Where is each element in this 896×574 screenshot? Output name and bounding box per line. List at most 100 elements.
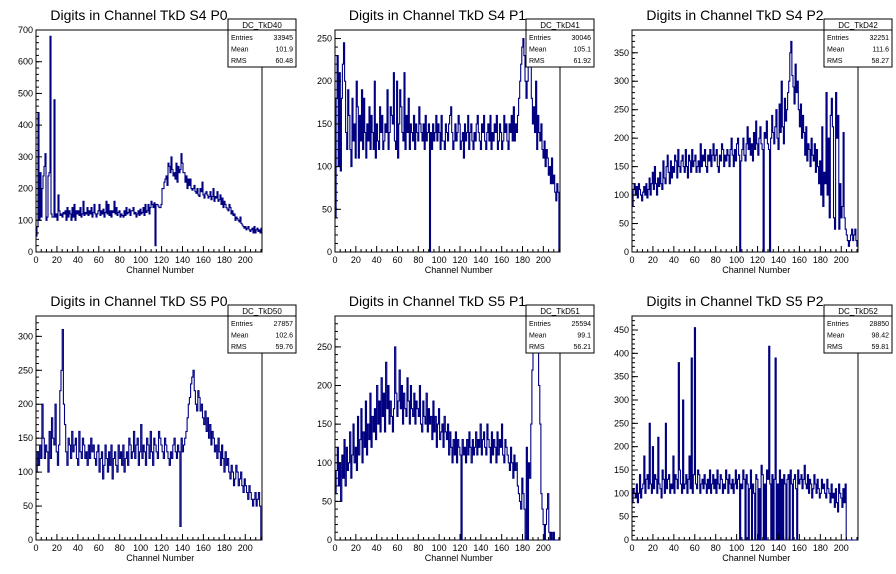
x-tick-label: 160 <box>792 543 807 553</box>
stats-box-frame <box>823 304 893 354</box>
x-tick-label: 200 <box>238 543 253 553</box>
y-tick-label: 600 <box>18 57 33 67</box>
y-tick-label: 250 <box>614 418 629 428</box>
y-tick-label: 350 <box>614 372 629 382</box>
stats-value-entries: 28850 <box>870 321 890 328</box>
stats-name: DC_TkD42 <box>838 21 878 30</box>
x-tick-label: 40 <box>669 255 679 265</box>
stats-label-mean: Mean <box>529 47 547 54</box>
stats-label-rms: RMS <box>827 58 843 65</box>
x-tick-label: 20 <box>52 255 62 265</box>
histogram-series <box>335 315 560 541</box>
x-tick-label: 160 <box>196 543 211 553</box>
x-tick-label: 180 <box>515 543 530 553</box>
stats-value-mean: 99.1 <box>577 333 591 340</box>
x-tick-label: 100 <box>133 543 148 553</box>
x-tick-label: 160 <box>494 543 509 553</box>
y-tick-label: 200 <box>317 381 332 391</box>
stats-label-mean: Mean <box>231 333 249 340</box>
x-tick-label: 40 <box>372 255 382 265</box>
y-tick-label: 150 <box>614 465 629 475</box>
x-tick-label: 100 <box>432 543 447 553</box>
y-tick-label: 450 <box>614 325 629 335</box>
chart-title: Digits in Channel TkD S5 P2 <box>646 293 823 309</box>
y-tick-label: 200 <box>317 76 332 86</box>
y-tick-label: 250 <box>317 342 332 352</box>
x-tick-label: 0 <box>332 255 337 265</box>
x-tick-label: 140 <box>473 543 488 553</box>
histogram-series <box>36 35 262 247</box>
x-tick-label: 0 <box>33 255 38 265</box>
y-tick-label: 100 <box>18 467 33 477</box>
stats-value-rms: 60.48 <box>275 58 293 65</box>
y-tick-label: 200 <box>18 184 33 194</box>
x-tick-label: 60 <box>690 255 700 265</box>
y-tick-label: 250 <box>18 365 33 375</box>
x-tick-label: 40 <box>73 543 83 553</box>
stats-box: DC_TkD52 Entries 28850 Mean 98.42 RMS 59.81 <box>823 304 893 354</box>
chart-title: Digits in Channel TkD S5 P0 <box>50 293 227 309</box>
x-tick-label: 40 <box>372 543 382 553</box>
x-tick-label: 60 <box>690 543 700 553</box>
x-tick-label: 100 <box>432 255 447 265</box>
stats-value-rms: 58.27 <box>871 58 889 65</box>
y-tick-label: 150 <box>18 433 33 443</box>
x-tick-label: 0 <box>33 543 38 553</box>
x-tick-label: 0 <box>629 255 634 265</box>
stats-box: DC_TkD41 Entries 30046 Mean 105.1 RMS 61.92 <box>525 18 595 68</box>
y-tick-label: 50 <box>23 501 33 511</box>
chart-title: Digits in Channel TkD S4 P2 <box>646 7 823 23</box>
stats-label-entries: Entries <box>231 35 253 42</box>
plot-frame <box>631 29 859 253</box>
stats-label-mean: Mean <box>827 333 845 340</box>
y-tick-label: 300 <box>614 395 629 405</box>
stats-box: DC_TkD42 Entries 32251 Mean 111.6 RMS 58.27 <box>823 18 893 68</box>
stats-label-rms: RMS <box>827 344 843 351</box>
x-tick-label: 100 <box>729 543 744 553</box>
x-tick-label: 20 <box>52 543 62 553</box>
plot-frame <box>334 315 561 541</box>
x-tick-label: 200 <box>536 543 551 553</box>
histogram-panel-3: Digits in Channel TkD S5 P0 0 20 40 60 80 100 1… <box>18 293 297 563</box>
y-tick-label: 700 <box>18 25 33 35</box>
y-tick-label: 200 <box>614 133 629 143</box>
stats-box-frame <box>525 18 595 68</box>
stats-box: DC_TkD51 Entries 25594 Mean 99.1 RMS 56.21 <box>525 304 595 354</box>
histogram-series <box>632 327 858 541</box>
x-tick-label: 160 <box>196 255 211 265</box>
x-axis-label: Channel Number <box>722 553 790 563</box>
x-tick-label: 80 <box>115 543 125 553</box>
stats-box-frame <box>525 304 595 354</box>
stats-value-mean: 105.1 <box>573 47 591 54</box>
y-tick-label: 300 <box>614 76 629 86</box>
y-tick-label-zero: 0 <box>624 247 629 257</box>
y-tick-label: 250 <box>317 34 332 44</box>
x-axis-label: Channel Number <box>126 553 194 563</box>
histogram-panel-4: Digits in Channel TkD S5 P1 0 20 40 60 80 100 1… <box>317 293 595 563</box>
stats-value-entries: 25594 <box>572 321 592 328</box>
x-tick-label: 0 <box>629 543 634 553</box>
chart-title: Digits in Channel TkD S5 P1 <box>349 293 526 309</box>
stats-label-mean: Mean <box>827 47 845 54</box>
y-tick-label-zero: 0 <box>624 535 629 545</box>
x-tick-label: 200 <box>238 255 253 265</box>
x-tick-label: 20 <box>648 255 658 265</box>
stats-label-rms: RMS <box>231 58 247 65</box>
stats-box: DC_TkD40 Entries 33945 Mean 101.9 RMS 60.48 <box>227 18 297 68</box>
y-tick-label: 400 <box>18 120 33 130</box>
stats-value-rms: 59.81 <box>871 344 889 351</box>
x-tick-label: 100 <box>729 255 744 265</box>
stats-value-rms: 59.76 <box>275 344 293 351</box>
y-tick-label: 100 <box>317 162 332 172</box>
stats-label-entries: Entries <box>231 321 253 328</box>
stats-value-mean: 101.9 <box>275 47 293 54</box>
x-axis-label: Channel Number <box>722 265 790 275</box>
stats-value-mean: 98.42 <box>871 333 889 340</box>
stats-value-entries: 27857 <box>274 321 294 328</box>
x-tick-label: 100 <box>133 255 148 265</box>
stats-value-entries: 30046 <box>572 35 592 42</box>
histogram-panel-1: Digits in Channel TkD S4 P1 0 20 40 60 80 100 1… <box>317 7 595 275</box>
x-tick-label: 60 <box>94 255 104 265</box>
stats-box-frame <box>227 18 297 68</box>
y-tick-label: 300 <box>18 331 33 341</box>
